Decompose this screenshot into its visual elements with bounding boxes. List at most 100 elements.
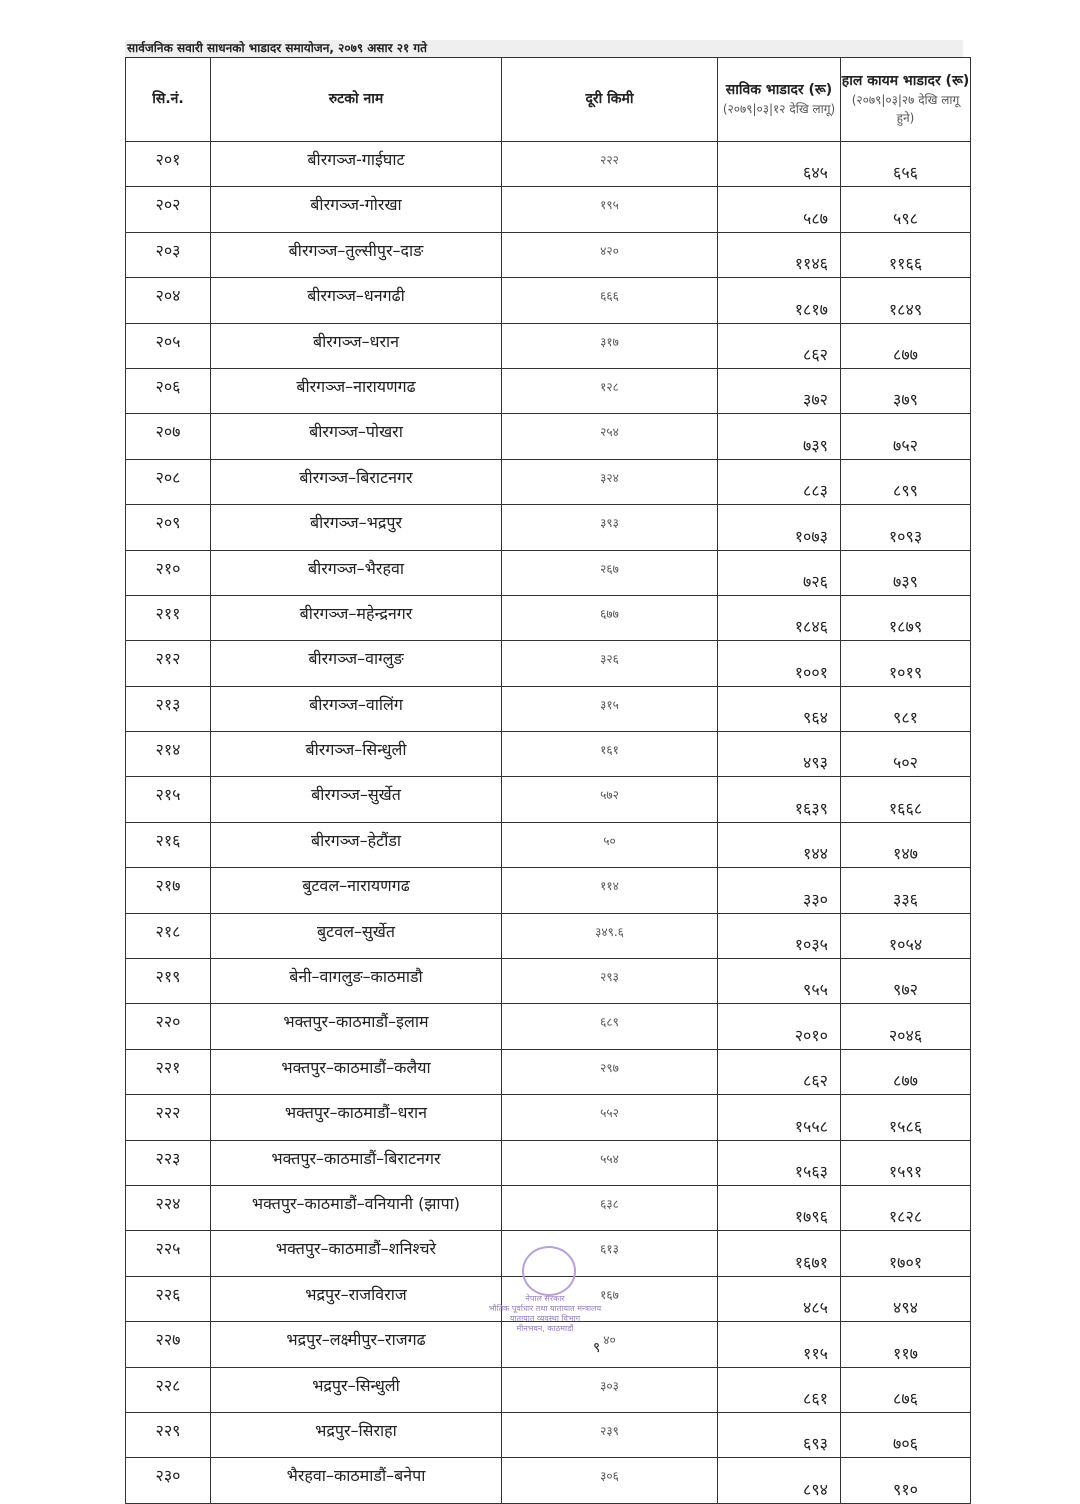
old-fare: ७३९: [717, 413, 841, 460]
table-row: २२३ भक्तपुर–काठमाडौं–बिराटनगर ५५४ १५६३ १५९१: [125, 1139, 971, 1186]
route-name: भक्तपुर–काठमाडौं–कलैया: [210, 1048, 502, 1096]
table-row: २१७ बुटवल–नारायणगढ ११४ ३३० ३३६: [125, 867, 971, 914]
route-name: बुटवल–सुर्खेत: [210, 912, 502, 960]
distance-km: ६३८: [501, 1184, 718, 1232]
distance-km: ३४९.६: [501, 912, 718, 960]
new-fare: ७३९: [840, 549, 971, 596]
old-fare: १६७१: [717, 1230, 841, 1277]
serial-number: २२३: [125, 1139, 211, 1186]
distance-km: ४०: [501, 1321, 718, 1368]
table-row: २०८ बीरगञ्ज–बिराटनगर ३२४ ८८३ ८९९: [125, 458, 971, 506]
serial-number: २०९: [125, 504, 211, 551]
old-fare: ८६२: [717, 1048, 841, 1096]
table-row: २२८ भद्रपुर–सिन्धुली ३०३ ८६१ ८७६: [125, 1366, 971, 1413]
route-name: भक्तपुर–काठमाडौं–शनिश्चरे: [210, 1230, 502, 1277]
serial-number: २२८: [125, 1366, 211, 1413]
route-name: भद्रपुर–राजविराज: [210, 1275, 502, 1323]
distance-km: ३९३: [501, 504, 718, 551]
old-fare: ३७२: [717, 367, 841, 415]
table-row: २१६ बीरगञ्ज–हेटौंडा ५० १४४ १४७: [125, 821, 971, 869]
serial-number: २०२: [125, 186, 211, 233]
route-name: बीरगञ्ज–सुर्खेत: [210, 776, 502, 823]
distance-km: १२८: [501, 367, 718, 415]
route-name: बीरगञ्ज–सिन्धुली: [210, 731, 502, 778]
serial-number: २१४: [125, 731, 211, 778]
new-fare: ५९८: [840, 186, 971, 233]
table-row: २०३ बीरगञ्ज–तुल्सीपुर–दाङ ४२० ११४६ ११६६: [125, 231, 971, 279]
old-fare: ४८५: [717, 1275, 841, 1323]
old-fare: ७२६: [717, 549, 841, 596]
route-name: बीरगञ्ज–हेटौंडा: [210, 821, 502, 869]
table-header-row: सि.नं. रुटको नाम दूरी किमी साविक भाडादर …: [125, 57, 971, 142]
header-new-fare-label: हाल कायम भाडादर (रू): [841, 73, 970, 89]
serial-number: २२१: [125, 1048, 211, 1096]
serial-number: २०३: [125, 231, 211, 279]
stamp-line: यातायात व्यवस्था विभाग: [509, 1314, 581, 1323]
old-fare: ९६४: [717, 685, 841, 733]
stamp-line: मीनभवन, काठमाडौं: [516, 1324, 574, 1333]
distance-km: ५५२: [501, 1094, 718, 1141]
header-sn: सि.नं.: [125, 57, 211, 142]
official-stamp: नेपाल सरकार भौतिक पूर्वाधार तथा यातायात …: [460, 1294, 630, 1334]
serial-number: २१२: [125, 640, 211, 687]
old-fare: १६३९: [717, 776, 841, 823]
new-fare: २०४६: [840, 1003, 971, 1050]
new-fare: ४९४: [840, 1275, 971, 1323]
distance-km: १६१: [501, 731, 718, 778]
distance-km: २३९: [501, 1411, 718, 1459]
new-fare: ३३६: [840, 867, 971, 914]
new-fare: १६६८: [840, 776, 971, 823]
serial-number: २२५: [125, 1230, 211, 1277]
distance-km: ३०६: [501, 1457, 718, 1504]
serial-number: २१३: [125, 685, 211, 733]
header-new-fare: हाल कायम भाडादर (रू) (२०७९|०३|२७ देखि ला…: [840, 57, 971, 142]
new-fare: ३७९: [840, 367, 971, 415]
serial-number: २०१: [125, 140, 211, 188]
route-name: भक्तपुर–काठमाडौं–इलाम: [210, 1003, 502, 1050]
new-fare: ७०६: [840, 1411, 971, 1459]
route-name: बीरगञ्ज–भद्रपुर: [210, 504, 502, 551]
distance-km: २६७: [501, 549, 718, 596]
table-row: २२७ भद्रपुर–लक्ष्मीपुर–राजगढ ४० ११५ ११७: [125, 1321, 971, 1368]
distance-km: ६८९: [501, 1003, 718, 1050]
table-row: २२० भक्तपुर–काठमाडौं–इलाम ६८९ २०१० २०४६: [125, 1003, 971, 1050]
new-fare: ५०२: [840, 731, 971, 778]
table-row: २१९ बेनी–वागलुङ–काठमाडौ २९३ ९५५ ९७२: [125, 958, 971, 1005]
distance-km: २९३: [501, 958, 718, 1005]
old-fare: ८६२: [717, 322, 841, 369]
table-row: २२४ भक्तपुर–काठमाडौं–वनियानी (झापा) ६३८ १७९…: [125, 1184, 971, 1232]
old-fare: ६४५: [717, 140, 841, 188]
old-fare: ८६१: [717, 1366, 841, 1413]
new-fare: १८२८: [840, 1184, 971, 1232]
serial-number: २१६: [125, 821, 211, 869]
serial-number: २२९: [125, 1411, 211, 1459]
old-fare: ५८७: [717, 186, 841, 233]
new-fare: १८७९: [840, 594, 971, 642]
route-name: बीरगञ्ज–भैरहवा: [210, 549, 502, 596]
old-fare: ८९४: [717, 1457, 841, 1504]
old-fare: १५६३: [717, 1139, 841, 1186]
header-old-fare-sub: (२०७९|०३|१२ देखि लागू): [722, 102, 836, 116]
table-row: २०५ बीरगञ्ज–धरान ३१७ ८६२ ८७७: [125, 322, 971, 369]
new-fare: ८७७: [840, 322, 971, 369]
route-name: भद्रपुर–सिराहा: [210, 1411, 502, 1459]
serial-number: २२०: [125, 1003, 211, 1050]
distance-km: २२२: [501, 140, 718, 188]
table-row: २२१ भक्तपुर–काठमाडौं–कलैया २९७ ८६२ ८७७: [125, 1048, 971, 1096]
serial-number: २२२: [125, 1094, 211, 1141]
old-fare: १८१७: [717, 277, 841, 324]
table-row: २१५ बीरगञ्ज–सुर्खेत ५७२ १६३९ १६६८: [125, 776, 971, 823]
distance-km: ३१५: [501, 685, 718, 733]
route-name: भक्तपुर–काठमाडौं–बिराटनगर: [210, 1139, 502, 1186]
old-fare: ११५: [717, 1321, 841, 1368]
old-fare: १०३५: [717, 912, 841, 960]
route-name: बीरगञ्ज–पोखरा: [210, 413, 502, 460]
serial-number: २१७: [125, 867, 211, 914]
serial-number: २०५: [125, 322, 211, 369]
table-row: २१३ बीरगञ्ज–वालिंग ३१५ ९६४ ९८१: [125, 685, 971, 733]
serial-number: २०६: [125, 367, 211, 415]
old-fare: १००१: [717, 640, 841, 687]
old-fare: ११४६: [717, 231, 841, 279]
distance-km: ३२४: [501, 458, 718, 506]
stamp-line: नेपाल सरकार: [525, 1294, 565, 1303]
